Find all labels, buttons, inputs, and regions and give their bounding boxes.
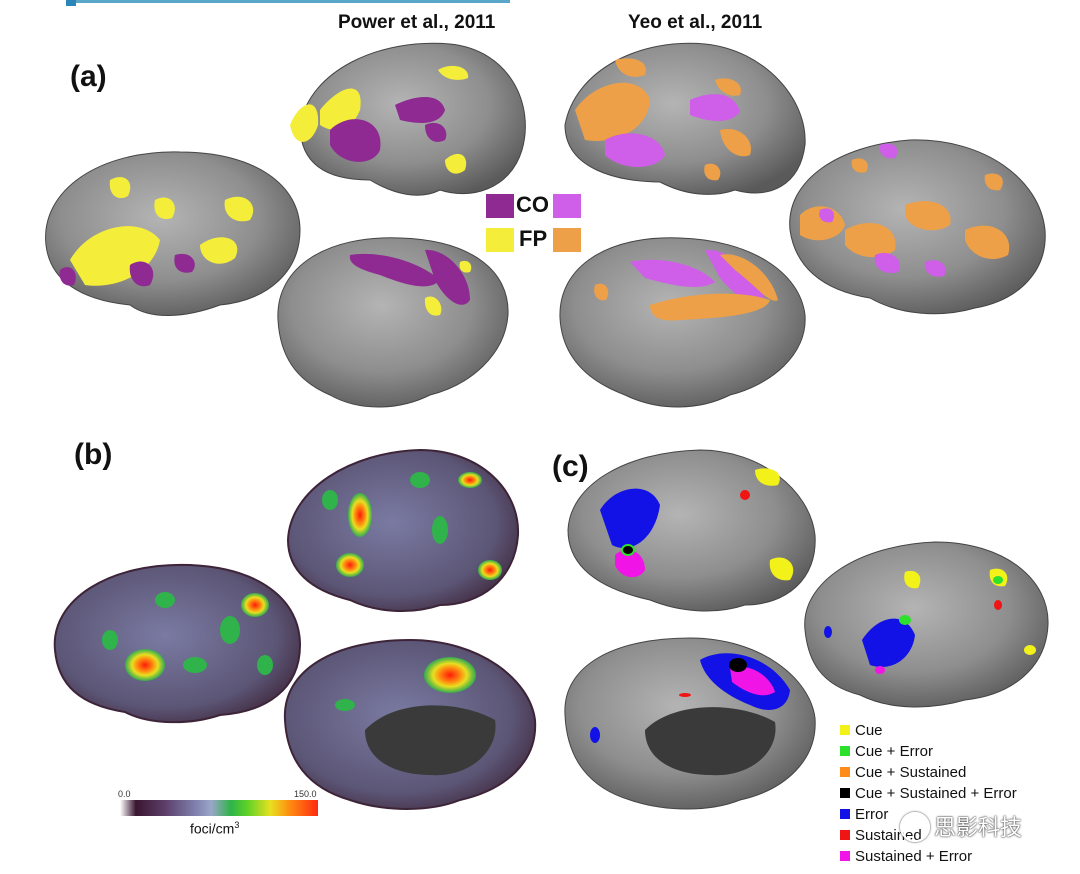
colorbar-unit: foci/cm	[190, 820, 235, 837]
legend-swatch	[840, 788, 850, 798]
panel-label-b: (b)	[74, 438, 113, 471]
key-fp-label: FP	[519, 226, 548, 251]
colorbar-unit-superscript: 3	[234, 820, 240, 830]
legend-item: Cue	[840, 720, 883, 740]
legend-label: Error	[855, 805, 889, 823]
legend-label: Cue + Sustained	[855, 763, 967, 781]
legend-swatch	[840, 725, 850, 735]
key-co-power-swatch	[486, 194, 514, 218]
legend-item: Cue + Error	[840, 741, 933, 761]
yeo-lateral-right-brain	[789, 139, 1046, 315]
legend-item: Cue + Sustained	[840, 762, 966, 782]
legend-label: Cue + Sustained + Error	[855, 784, 1017, 802]
colorbar-min: 0.0	[118, 789, 131, 799]
task-medial-brain	[564, 637, 816, 810]
density-lateral-right-brain	[53, 563, 302, 724]
legend-item: Error	[840, 804, 888, 824]
yeo-lateral-left-brain	[564, 42, 806, 195]
legend-swatch	[840, 746, 850, 756]
legend-label: Cue + Error	[855, 742, 933, 760]
density-medial-brain	[283, 638, 537, 810]
task-lateral-right-brain	[804, 541, 1049, 708]
legend-item: Sustained + Error	[840, 846, 972, 866]
wechat-icon	[900, 812, 930, 842]
panel-label-c: (c)	[552, 450, 589, 483]
key-fp-yeo-swatch	[553, 228, 581, 252]
colorbar	[120, 800, 318, 816]
watermark-text: 思影科技	[934, 815, 1023, 840]
yeo-medial-brain	[559, 237, 806, 408]
legend-item: Cue + Sustained + Error	[840, 783, 1017, 803]
task-lateral-left-brain	[567, 449, 816, 612]
colorbar-label: foci/cm3	[190, 820, 239, 837]
legend-label: Cue	[855, 721, 883, 739]
legend-swatch	[840, 767, 850, 777]
legend-label: Sustained + Error	[855, 847, 973, 865]
yeo-column-title: Yeo et al., 2011	[628, 12, 763, 33]
colorbar-max: 150.0	[294, 789, 317, 799]
power-medial-brain	[277, 237, 509, 408]
panel-label-a: (a)	[70, 60, 107, 93]
key-co-yeo-swatch	[553, 194, 581, 218]
power-lateral-right-brain	[45, 151, 301, 316]
key-co-label: CO	[516, 192, 549, 217]
top-border-strip	[66, 0, 510, 3]
power-lateral-left-brain	[290, 42, 526, 196]
legend-swatch	[840, 809, 850, 819]
density-lateral-left-brain	[286, 448, 520, 613]
key-fp-power-swatch	[486, 228, 514, 252]
power-column-title: Power et al., 2011	[338, 12, 496, 33]
legend-swatch	[840, 830, 850, 840]
legend-swatch	[840, 851, 850, 861]
top-border-accent	[66, 0, 76, 6]
